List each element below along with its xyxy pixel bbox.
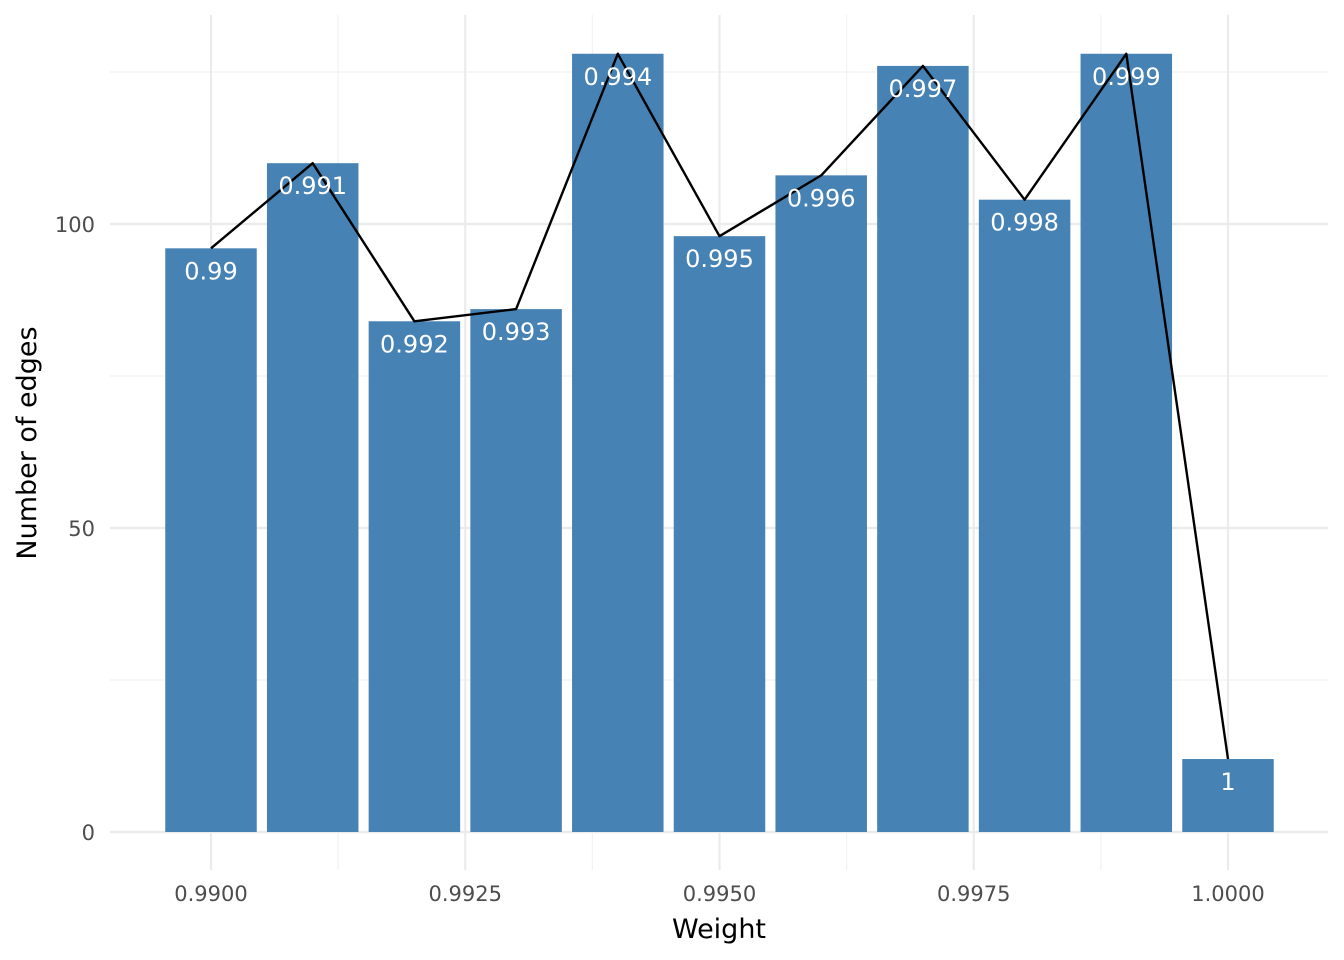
y-tick-label: 100: [55, 213, 95, 237]
bar-value-label: 0.994: [583, 63, 652, 91]
x-tick-label: 1.0000: [1191, 882, 1264, 906]
bars: [165, 53, 1274, 833]
bar: [368, 321, 461, 832]
y-tick-label: 50: [68, 517, 95, 541]
bar: [775, 175, 867, 833]
bar-value-label: 0.993: [482, 318, 551, 346]
bar: [572, 53, 664, 832]
bar-value-label: 0.992: [380, 330, 449, 358]
y-axis-title: Number of edges: [12, 326, 43, 559]
bar: [673, 236, 766, 832]
bar: [266, 163, 359, 832]
bar: [877, 65, 969, 833]
bar-value-label: 0.998: [990, 209, 1059, 237]
bar-value-label: 0.999: [1092, 63, 1161, 91]
x-axis-title: Weight: [672, 914, 766, 945]
bar-value-label: 1: [1220, 768, 1235, 796]
x-tick-label: 0.9975: [937, 882, 1010, 906]
bar-value-label: 0.99: [184, 257, 237, 285]
x-tick-label: 0.9925: [429, 882, 502, 906]
bar: [978, 199, 1071, 832]
x-tick-label: 0.9900: [174, 882, 247, 906]
trend-line: [210, 52, 1230, 760]
y-axis-ticks: 0 50 100: [55, 213, 95, 845]
bar: [1080, 53, 1173, 832]
bar-value-label: 0.991: [278, 172, 347, 200]
bar-value-label: 0.997: [889, 75, 958, 103]
bar: [470, 309, 562, 832]
trend-line-group: [210, 52, 1230, 760]
bar-labels: 0.99 0.991 0.992 0.993 0.994 0.995 0.996 0.997 0…: [184, 63, 1235, 796]
x-tick-label: 0.9950: [683, 882, 756, 906]
bar: [1182, 759, 1274, 832]
y-tick-label: 0: [82, 821, 95, 845]
bar: [165, 248, 257, 832]
bar-value-label: 0.995: [685, 245, 754, 273]
bar-value-label: 0.996: [787, 184, 856, 212]
x-axis-ticks: 0.9900 0.9925 0.9950 0.9975 1.0000: [174, 882, 1264, 906]
